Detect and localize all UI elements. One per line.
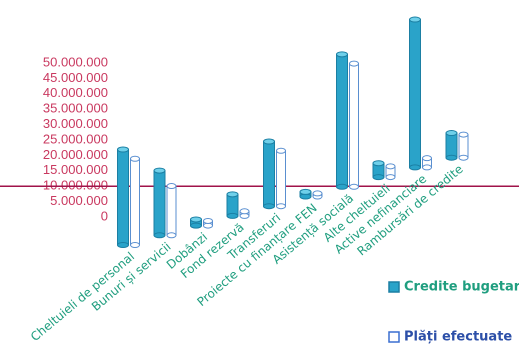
y-tick-label: 30.000.000 <box>43 116 108 131</box>
bar-base <box>336 183 348 190</box>
bar-cap <box>299 188 312 195</box>
bar-cap <box>385 163 396 170</box>
x-tick-label: Cheltuieli de personal <box>28 249 137 344</box>
bar-base <box>263 203 275 210</box>
bar-base <box>166 232 177 239</box>
bar-base <box>190 222 202 229</box>
bar <box>349 63 359 188</box>
bar <box>445 132 458 159</box>
bar-cap <box>226 191 239 198</box>
bar-base <box>422 164 432 171</box>
bar-base <box>276 203 286 210</box>
bar <box>166 185 177 236</box>
bar-base <box>349 183 359 190</box>
bar-cap <box>203 217 213 224</box>
y-tick-label: 35.000.000 <box>43 101 108 116</box>
bar-cap <box>422 155 432 162</box>
bar-base <box>117 242 129 248</box>
bar-cap <box>458 131 469 138</box>
y-tick-label: 50.000.000 <box>43 54 108 69</box>
bar-base <box>372 174 385 181</box>
bar <box>153 170 166 236</box>
bar <box>117 149 129 246</box>
bar-cap <box>445 130 458 137</box>
bar-base <box>445 154 458 161</box>
bar-cap <box>312 190 323 197</box>
bar <box>226 193 239 217</box>
bar-cap <box>263 138 275 145</box>
bar-base <box>385 174 396 181</box>
bar-base <box>153 232 166 239</box>
bar <box>276 150 286 207</box>
bar-cap <box>336 51 348 58</box>
bar-cap <box>276 147 286 154</box>
bar-cap <box>153 167 166 174</box>
bar <box>336 53 348 188</box>
y-tick-label: 20.000.000 <box>43 147 108 162</box>
y-tick-label: 5.000.000 <box>50 193 108 208</box>
bar-base <box>409 164 421 171</box>
bar-cap <box>349 60 359 67</box>
bar <box>263 141 275 207</box>
bar-base <box>226 212 239 219</box>
bar-cap <box>190 216 202 223</box>
y-tick-label: 15.000.000 <box>43 162 108 177</box>
bar-cap <box>372 160 385 167</box>
y-tick-label: 25.000.000 <box>43 131 108 146</box>
bar-base <box>130 242 140 248</box>
bar-cap <box>409 16 421 23</box>
bar-base <box>458 154 469 161</box>
bar-cap <box>239 208 250 215</box>
bar <box>409 19 421 168</box>
bar <box>458 134 469 159</box>
bar-cap <box>117 146 129 153</box>
x-tick-label: Rambursări de credite <box>354 162 465 259</box>
y-tick-label: 0 <box>101 208 108 223</box>
legend-label: Plăți efectuate <box>404 330 512 345</box>
y-tick-label: 40.000.000 <box>43 85 108 100</box>
bar-cap <box>166 183 177 190</box>
legend-label: Credite bugetare <box>404 280 519 295</box>
bar <box>130 158 140 246</box>
legend-swatch <box>388 281 400 293</box>
y-tick-label: 45.000.000 <box>43 70 108 85</box>
legend-swatch <box>388 331 400 343</box>
bar-cap <box>130 155 140 162</box>
y-tick-label: 10.000.000 <box>43 178 108 193</box>
